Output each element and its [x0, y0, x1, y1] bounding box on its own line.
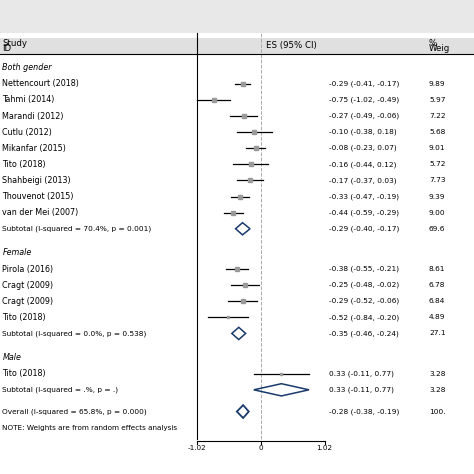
- Text: 6.78: 6.78: [429, 282, 446, 288]
- Text: -0.28 (-0.38, -0.19): -0.28 (-0.38, -0.19): [329, 408, 400, 415]
- Text: -0.25 (-0.48, -0.02): -0.25 (-0.48, -0.02): [329, 282, 400, 288]
- Text: 7.22: 7.22: [429, 113, 446, 119]
- Text: ES (95% CI): ES (95% CI): [266, 41, 317, 50]
- Text: Tito (2018): Tito (2018): [2, 160, 46, 169]
- Text: Tahmi (2014): Tahmi (2014): [2, 95, 55, 104]
- Text: Thouvenot (2015): Thouvenot (2015): [2, 192, 74, 201]
- Text: Both gender: Both gender: [2, 63, 52, 72]
- Bar: [0, 38, 474, 54]
- Text: 27.1: 27.1: [429, 330, 446, 337]
- Text: 5.68: 5.68: [429, 129, 446, 135]
- Text: -0.29 (-0.40, -0.17): -0.29 (-0.40, -0.17): [329, 226, 400, 232]
- Text: Shahbeigi (2013): Shahbeigi (2013): [2, 176, 71, 185]
- Text: 9.01: 9.01: [429, 145, 446, 151]
- Text: -0.27 (-0.49, -0.06): -0.27 (-0.49, -0.06): [329, 113, 400, 119]
- Text: -0.10 (-0.38, 0.18): -0.10 (-0.38, 0.18): [329, 129, 397, 136]
- Text: 0.33 (-0.11, 0.77): 0.33 (-0.11, 0.77): [329, 387, 394, 393]
- Text: 9.89: 9.89: [429, 81, 446, 87]
- Text: NOTE: Weights are from random effects analysis: NOTE: Weights are from random effects an…: [2, 425, 177, 431]
- Text: -0.33 (-0.47, -0.19): -0.33 (-0.47, -0.19): [329, 193, 400, 200]
- Text: -1.02: -1.02: [187, 445, 206, 451]
- Text: -0.16 (-0.44, 0.12): -0.16 (-0.44, 0.12): [329, 161, 397, 168]
- Text: 5.72: 5.72: [429, 161, 446, 167]
- Text: 9.00: 9.00: [429, 210, 446, 216]
- Text: Study: Study: [2, 38, 27, 47]
- Text: Cutlu (2012): Cutlu (2012): [2, 128, 52, 137]
- Text: Subtotal (I-squared = .%, p = .): Subtotal (I-squared = .%, p = .): [2, 387, 118, 393]
- Text: %: %: [429, 38, 437, 47]
- Text: Subtotal (I-squared = 70.4%, p = 0.001): Subtotal (I-squared = 70.4%, p = 0.001): [2, 226, 152, 232]
- Text: -0.29 (-0.52, -0.06): -0.29 (-0.52, -0.06): [329, 298, 400, 304]
- Bar: [0, 0, 474, 33]
- Text: 0: 0: [258, 445, 263, 451]
- Text: -0.38 (-0.55, -0.21): -0.38 (-0.55, -0.21): [329, 266, 400, 272]
- Text: -0.52 (-0.84, -0.20): -0.52 (-0.84, -0.20): [329, 314, 400, 320]
- Text: Pirola (2016): Pirola (2016): [2, 264, 54, 273]
- Text: 1.02: 1.02: [317, 445, 333, 451]
- Text: 100.: 100.: [429, 409, 446, 415]
- Text: Tito (2018): Tito (2018): [2, 369, 46, 378]
- Text: Subtotal (I-squared = 0.0%, p = 0.538): Subtotal (I-squared = 0.0%, p = 0.538): [2, 330, 147, 337]
- Text: Weig: Weig: [429, 45, 450, 54]
- Text: Male: Male: [2, 353, 21, 362]
- Text: -0.29 (-0.41, -0.17): -0.29 (-0.41, -0.17): [329, 81, 400, 87]
- Text: 5.97: 5.97: [429, 97, 446, 103]
- Text: Cragt (2009): Cragt (2009): [2, 297, 54, 306]
- Text: ID: ID: [2, 45, 11, 54]
- Text: Marandi (2012): Marandi (2012): [2, 111, 64, 120]
- Text: -0.17 (-0.37, 0.03): -0.17 (-0.37, 0.03): [329, 177, 397, 184]
- Text: Female: Female: [2, 248, 32, 257]
- Text: -0.35 (-0.46, -0.24): -0.35 (-0.46, -0.24): [329, 330, 399, 337]
- Text: -0.08 (-0.23, 0.07): -0.08 (-0.23, 0.07): [329, 145, 397, 152]
- Text: 3.28: 3.28: [429, 387, 446, 393]
- Text: 6.84: 6.84: [429, 298, 446, 304]
- Text: Cragt (2009): Cragt (2009): [2, 281, 54, 290]
- Text: -0.75 (-1.02, -0.49): -0.75 (-1.02, -0.49): [329, 97, 400, 103]
- Text: Mikanfar (2015): Mikanfar (2015): [2, 144, 66, 153]
- Text: 7.73: 7.73: [429, 177, 446, 183]
- Text: -0.44 (-0.59, -0.29): -0.44 (-0.59, -0.29): [329, 210, 400, 216]
- Text: 0.33 (-0.11, 0.77): 0.33 (-0.11, 0.77): [329, 371, 394, 377]
- Text: 9.39: 9.39: [429, 193, 446, 200]
- Text: Overall (I-squared = 65.8%, p = 0.000): Overall (I-squared = 65.8%, p = 0.000): [2, 408, 147, 415]
- Text: 4.89: 4.89: [429, 314, 446, 320]
- Text: Nettencourt (2018): Nettencourt (2018): [2, 79, 79, 88]
- Text: 69.6: 69.6: [429, 226, 446, 232]
- Text: 3.28: 3.28: [429, 371, 446, 377]
- Text: van der Mei (2007): van der Mei (2007): [2, 208, 79, 217]
- Text: Tito (2018): Tito (2018): [2, 313, 46, 322]
- Text: 8.61: 8.61: [429, 266, 446, 272]
